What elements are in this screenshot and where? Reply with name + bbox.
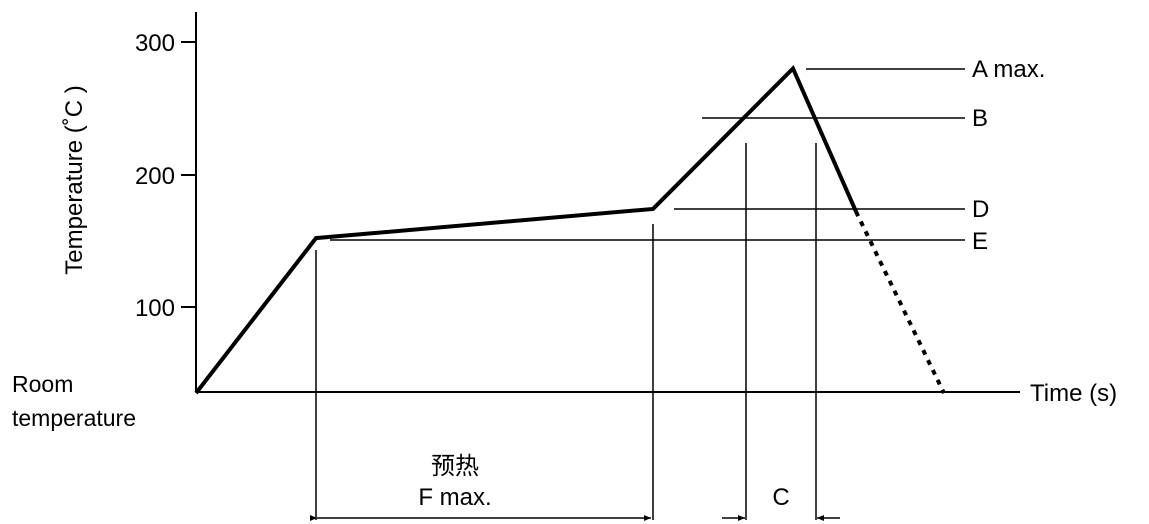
span-top-label-preheat: 预热	[431, 453, 479, 480]
origin-label-line2: temperature	[12, 405, 136, 431]
y-axis-label: Temperature (˚C )	[61, 85, 88, 274]
y-tick-label-300: 300	[135, 30, 175, 57]
profile-line-solid	[194, 65, 858, 395]
ref-label-a: A max.	[972, 56, 1045, 83]
x-axis-label: Time (s)	[1030, 380, 1117, 407]
profile-line-cooling-dotted	[854, 210, 946, 394]
span-label-c: C	[772, 484, 789, 511]
y-tick-label-200: 200	[135, 163, 175, 190]
ref-label-d: D	[972, 196, 989, 223]
span-label-f: F max.	[418, 484, 491, 511]
ref-label-b: B	[972, 105, 988, 132]
ref-label-e: E	[972, 228, 988, 255]
y-tick-label-100: 100	[135, 295, 175, 322]
origin-label-line1: Room	[12, 371, 73, 397]
